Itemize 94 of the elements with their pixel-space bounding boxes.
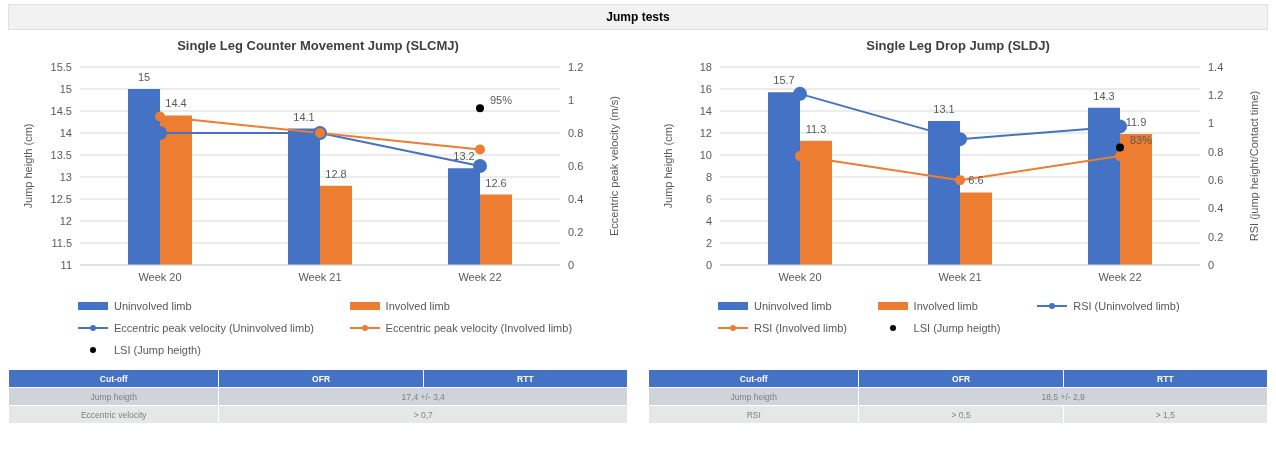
legend-label: Uninvolved limb: [114, 300, 192, 312]
x-tick-label: Week 20: [138, 270, 182, 283]
y2-tick-label: 0.8: [1208, 145, 1224, 158]
y-tick-label: 14.5: [50, 104, 72, 117]
bar: [960, 192, 992, 265]
y-tick-label: 6: [705, 192, 712, 205]
category-label: Cut-off: [648, 369, 859, 388]
legend-label: LSI (Jump heigth): [913, 322, 1001, 334]
y-tick-label: 12: [59, 214, 72, 227]
point: [475, 144, 485, 155]
y-tick-label: 2: [705, 236, 712, 249]
y-tick-label: 16: [699, 82, 712, 95]
y2-axis-title: Eccentric peak velocity (m/s): [607, 96, 620, 236]
text: 18,5 +/- 2,9: [1041, 391, 1085, 402]
legend-label: Involved limb: [385, 300, 450, 312]
y-tick-label: 13.5: [50, 148, 72, 161]
y-axis-title: Jump heigth (cm): [21, 123, 34, 209]
y-tick-label: 15.5: [50, 60, 72, 73]
x-tick-label: Week 22: [458, 270, 502, 283]
category-label: OFR: [858, 369, 1064, 388]
x-tick-label: Week 20: [778, 270, 822, 283]
y-tick-label: 11.5: [51, 236, 72, 249]
category-label: Jump heigth: [730, 391, 777, 402]
y2-tick-label: 0.2: [1208, 230, 1224, 243]
legend-label: RSI (Uninvolved limb): [1073, 300, 1180, 312]
data-label: 11.9: [1125, 116, 1147, 129]
y2-tick-label: 0: [1208, 258, 1215, 271]
legend-label: Involved limb: [913, 300, 978, 312]
y2-tick-label: 1: [1208, 117, 1215, 130]
data-label: 12.8: [325, 167, 347, 180]
y2-tick-label: 0: [568, 258, 575, 271]
text: > 0,7: [413, 409, 433, 420]
data-label: 15: [137, 71, 151, 83]
legend-label: RSI (Involved limb): [754, 322, 847, 334]
data-label: 14.3: [1093, 89, 1115, 102]
category-label: RSI: [746, 409, 761, 420]
y-tick-label: 13: [59, 170, 72, 183]
text: Jump tests: [8, 4, 1268, 30]
category-label: OFR: [218, 369, 424, 388]
legend-label: Uninvolved limb: [754, 300, 832, 312]
y-axis-title: Jump heigth (cm): [661, 123, 674, 209]
y-tick-label: 18: [699, 60, 712, 73]
legend-label: Eccentric peak velocity (Involved limb): [385, 322, 573, 334]
data-label: 14.1: [293, 110, 315, 123]
category-label: Jump heigth: [90, 391, 137, 402]
y2-tick-label: 0.6: [568, 159, 584, 172]
y2-tick-label: 0.4: [568, 192, 584, 205]
data-label: 11.3: [805, 122, 827, 135]
y-tick-label: 4: [705, 214, 712, 227]
point: [155, 111, 165, 122]
y-tick-label: 8: [705, 170, 712, 183]
data-label: 14.4: [165, 97, 187, 110]
x-tick-label: Week 21: [938, 270, 982, 283]
y2-tick-label: 0.8: [568, 126, 584, 139]
data-label: 13.1: [933, 102, 955, 115]
data-label: 83%: [1130, 133, 1153, 146]
y2-tick-label: 1.2: [1208, 89, 1224, 102]
category-label: Cut-off: [8, 369, 219, 388]
point: [476, 104, 484, 113]
point: [473, 159, 487, 173]
data-label: 13.2: [453, 150, 475, 163]
y2-tick-label: 1.2: [568, 60, 584, 73]
y-tick-label: 12: [699, 126, 712, 139]
y-tick-label: 11: [60, 258, 72, 271]
data-label: 95%: [490, 94, 513, 107]
y-tick-label: 14: [699, 104, 712, 117]
point: [793, 86, 807, 101]
x-tick-label: Week 21: [298, 270, 342, 283]
chart-title: Single Leg Counter Movement Jump (SLCMJ): [176, 38, 460, 53]
y-tick-label: 0: [705, 258, 712, 271]
y2-tick-label: 0.2: [568, 225, 584, 238]
point: [1116, 143, 1124, 152]
data-label: 15.7: [773, 74, 795, 87]
text: > 0,5: [951, 409, 971, 420]
text: > 1,5: [1155, 409, 1175, 420]
y-tick-label: 12.5: [50, 192, 72, 205]
y2-tick-label: 0.4: [1208, 202, 1224, 215]
legend-label: LSI (Jump heigth): [114, 344, 201, 356]
x-tick-label: Week 22: [1098, 270, 1142, 283]
point: [955, 175, 965, 186]
y2-tick-label: 1.4: [1208, 60, 1224, 73]
y-tick-label: 14: [59, 126, 72, 139]
y2-tick-label: 0.6: [1208, 174, 1224, 187]
text: 17,4 +/- 3,4: [401, 391, 445, 402]
y-tick-label: 10: [699, 148, 712, 161]
y-tick-label: 15: [59, 82, 72, 95]
data-label: 12.6: [485, 176, 507, 189]
chart-title: Single Leg Drop Jump (SLDJ): [865, 38, 1051, 53]
legend-label: Eccentric peak velocity (Uninvolved limb): [114, 322, 314, 334]
category-label: Eccentric velocity: [80, 409, 147, 420]
category-label: RTT: [423, 369, 628, 388]
y2-tick-label: 1: [568, 93, 575, 106]
y2-axis-title: RSI (jump height/Contact time): [1247, 90, 1260, 242]
category-label: RTT: [1063, 369, 1268, 388]
